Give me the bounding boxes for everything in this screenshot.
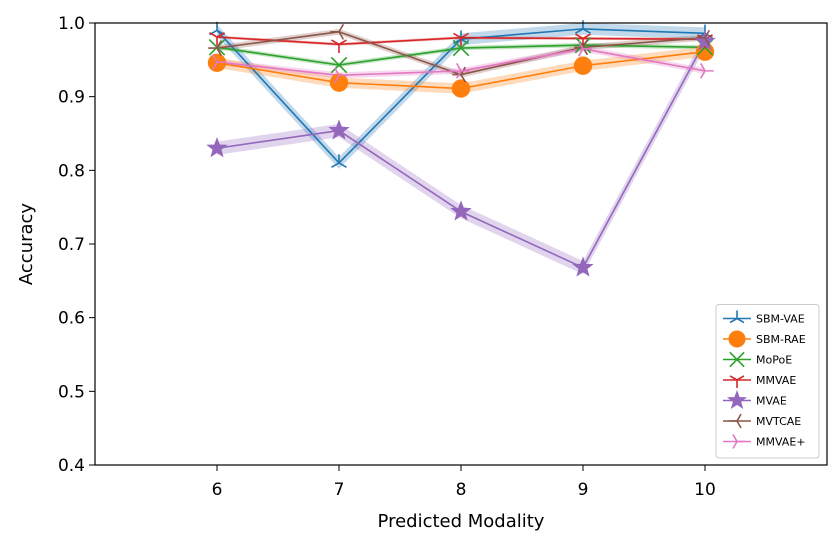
x-axis-title: Predicted Modality [378,511,545,532]
point-mvtcae-10 [696,29,711,46]
y-tick-label-0.7: 0.7 [58,235,85,255]
point-sbm-rae-9 [573,56,593,75]
y-tick-label-0.6: 0.6 [58,309,85,329]
legend-label-mopoe: MoPoE [756,354,792,367]
point-mvae-9 [572,256,594,277]
point-mopoe-7 [330,56,348,74]
point-mmvae-6 [209,31,225,46]
y-tick-label-1.0: 1.0 [58,14,85,34]
point-mvae-7 [328,119,350,140]
legend-marker-mopoe [729,351,745,368]
legend-marker-mvtcae [728,413,742,429]
point-sbm-vae-9 [575,20,591,34]
x-tick-label-6: 6 [212,480,223,500]
y-tick-label-0.4: 0.4 [58,456,85,476]
y-tick-label-0.9: 0.9 [58,88,85,108]
legend: SBM-VAE SBM-RAE MoPoE MMVAE MVAE MVTCAE MMVAE+ [715,304,820,459]
legend-marker-sbm-rae [728,330,746,348]
x-tick-label-9: 9 [578,480,589,500]
point-mvtcae-7 [330,23,345,40]
legend-label-sbm-vae: SBM-VAE [756,313,805,326]
x-axis-ticks: 6 7 8 9 10 [212,465,716,500]
legend-label-mvtcae: MVTCAE [756,415,801,428]
legend-label-mmvae: MMVAE [756,374,796,387]
series-markers [206,20,716,277]
x-tick-label-7: 7 [334,480,345,500]
point-mmvae--6 [211,54,226,70]
y-axis-ticks: 0.4 0.5 0.6 0.7 0.8 0.9 1.0 [58,14,95,476]
y-tick-label-0.5: 0.5 [58,382,85,402]
point-sbm-rae-8 [451,79,471,98]
x-tick-label-8: 8 [456,480,467,500]
point-mmvae--10 [699,62,714,79]
point-sbm-vae-7 [331,154,347,169]
legend-label-mvae: MVAE [756,395,787,408]
legend-label-mmvae-: MMVAE+ [756,436,806,449]
legend-marker-sbm-vae [729,310,745,324]
point-mmvae-7 [331,39,347,54]
x-tick-label-10: 10 [694,480,716,500]
point-mvae-6 [206,136,228,158]
point-mvtcae-6 [208,40,223,56]
point-mmvae-9 [575,33,591,48]
legend-marker-mmvae- [732,434,746,449]
y-axis-title: Accuracy [16,203,37,286]
point-mmvae-8 [453,32,469,47]
point-mvae-8 [450,200,472,221]
y-tick-label-0.8: 0.8 [58,161,85,181]
point-mmvae--7 [333,67,348,84]
legend-label-sbm-rae: SBM-RAE [756,333,806,346]
point-mmvae--9 [577,40,592,57]
legend-marker-mvae [727,389,747,410]
legend-marker-mmvae [729,375,745,389]
point-mopoe-8 [452,39,470,57]
point-mmvae--8 [455,62,470,79]
